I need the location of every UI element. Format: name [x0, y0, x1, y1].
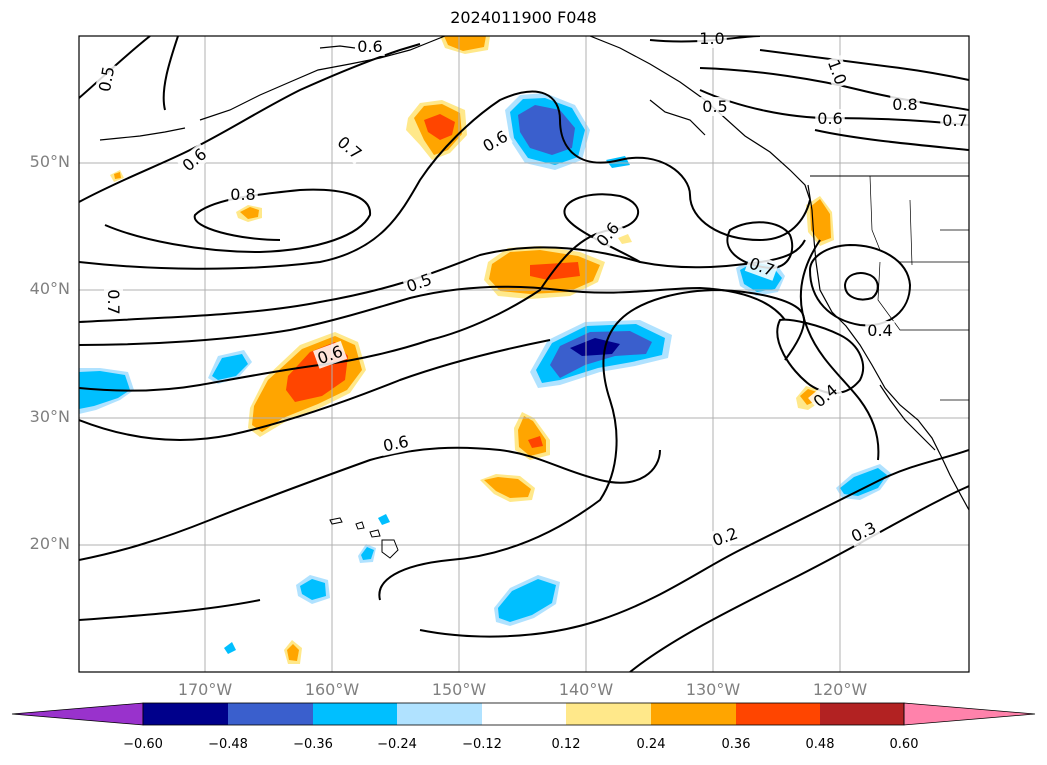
colorbar-tick-label: 0.48 [805, 737, 835, 752]
lat-label-50n: 50°N [29, 152, 70, 171]
plot-frame [78, 35, 970, 673]
hawaii-islands [329, 517, 399, 559]
colorbar-tick-label: −0.12 [462, 737, 502, 752]
colorbar-tick-label: 0.12 [551, 737, 581, 752]
contour-label: 0.7 [104, 289, 123, 314]
contour-label: 0.7 [942, 111, 967, 130]
contour-label: 0.8 [230, 185, 255, 204]
lon-label-140w: 140°W [558, 680, 614, 699]
map-title: 2024011900 F048 [450, 8, 597, 27]
contour-label: 0.5 [702, 97, 727, 116]
contour-label: 0.8 [892, 95, 917, 114]
contour-label: 0.6 [357, 37, 382, 56]
contour-label: 0.4 [867, 321, 892, 340]
colorbar-tick-label: −0.36 [293, 737, 333, 752]
colorbar-tick-label: 0.60 [889, 737, 919, 752]
colorbar-tick-label: −0.48 [208, 737, 248, 752]
colorbar-tick-label: 0.36 [721, 737, 751, 752]
lon-label-170w: 170°W [177, 680, 233, 699]
lon-label-120w: 120°W [812, 680, 868, 699]
coastline [99, 36, 969, 511]
lon-label-160w: 160°W [304, 680, 360, 699]
colorbar-tick-label: 0.24 [636, 737, 666, 752]
colorbar-tick-label: −0.60 [123, 737, 163, 752]
colorbar-tick-label: −0.24 [377, 737, 417, 752]
contour-label: 0.6 [381, 432, 410, 456]
contour-label: 0.6 [817, 109, 842, 128]
contour-label: 1.0 [699, 29, 724, 48]
lon-label-150w: 150°W [431, 680, 487, 699]
contour-label: 0.5 [95, 65, 118, 93]
lat-label-30n: 30°N [29, 407, 70, 426]
gridlines [79, 36, 969, 672]
contour-lines [79, 36, 969, 672]
colorbar [11, 702, 1036, 726]
contour-labels: 0.5 0.6 0.6 1.0 1.0 0.8 0.6 0.7 0.5 0.6 … [94, 29, 970, 551]
lat-label-40n: 40°N [29, 279, 70, 298]
lon-label-130w: 130°W [685, 680, 741, 699]
lat-label-20n: 20°N [29, 534, 70, 553]
